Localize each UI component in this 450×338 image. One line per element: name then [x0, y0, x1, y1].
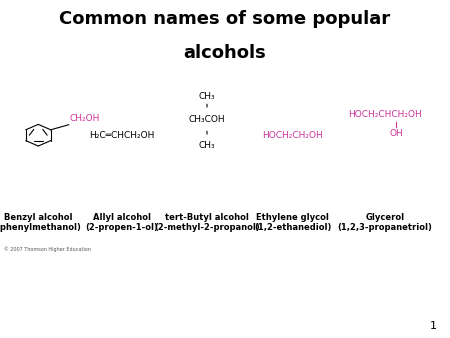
Text: CH₃: CH₃	[199, 92, 215, 101]
Text: Glycerol
(1,2,3-propanetriol): Glycerol (1,2,3-propanetriol)	[338, 213, 432, 232]
Text: Allyl alcohol
(2-propen-1-ol): Allyl alcohol (2-propen-1-ol)	[85, 213, 158, 232]
Text: HOCH₂CHCH₂OH: HOCH₂CHCH₂OH	[348, 111, 422, 119]
Text: CH₂OH: CH₂OH	[69, 114, 99, 123]
Text: CH₃COH: CH₃COH	[189, 116, 225, 124]
Text: Common names of some popular: Common names of some popular	[59, 10, 391, 28]
Text: OH: OH	[389, 129, 403, 138]
Text: H₂C═CHCH₂OH: H₂C═CHCH₂OH	[89, 131, 154, 140]
Text: 1: 1	[429, 321, 436, 331]
Text: tert-Butyl alcohol
(2-methyl-2-propanol): tert-Butyl alcohol (2-methyl-2-propanol)	[154, 213, 260, 232]
Text: Ethylene glycol
(1,2-ethanediol): Ethylene glycol (1,2-ethanediol)	[254, 213, 331, 232]
Text: © 2007 Thomson Higher Education: © 2007 Thomson Higher Education	[4, 247, 91, 252]
Text: HOCH₂CH₂OH: HOCH₂CH₂OH	[262, 131, 323, 140]
Text: Benzyl alcohol
(phenylmethanol): Benzyl alcohol (phenylmethanol)	[0, 213, 81, 232]
Text: CH₃: CH₃	[199, 141, 215, 150]
Text: alcohols: alcohols	[184, 44, 266, 62]
